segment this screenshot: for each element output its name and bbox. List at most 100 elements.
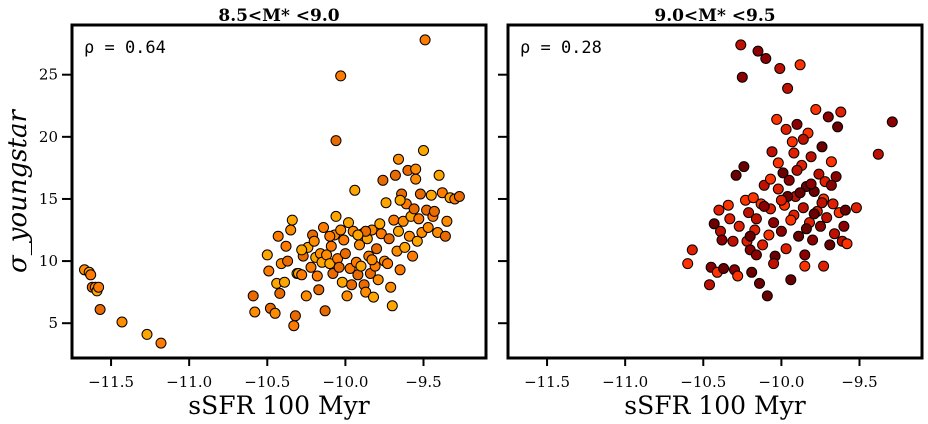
- data-point: [791, 164, 803, 176]
- x-tick-label: −9.5: [405, 373, 441, 391]
- data-point: [808, 208, 820, 220]
- data-point: [296, 244, 308, 256]
- data-point: [155, 337, 167, 349]
- data-point: [713, 204, 725, 216]
- data-point: [777, 167, 789, 179]
- x-tick-label: −10.0: [322, 373, 368, 391]
- data-point: [141, 328, 153, 340]
- data-point: [386, 300, 398, 312]
- panel-title: 8.5<M* <9.0: [218, 6, 339, 26]
- data-point: [285, 224, 297, 236]
- data-point: [783, 174, 795, 186]
- data-point: [872, 148, 884, 160]
- data-point: [743, 207, 755, 219]
- data-point: [397, 215, 409, 227]
- axes-frame: [506, 23, 924, 360]
- data-point: [288, 320, 300, 332]
- data-point: [780, 123, 792, 135]
- data-point: [436, 187, 448, 199]
- x-tick-label: −11.0: [602, 373, 648, 391]
- data-point: [810, 104, 822, 115]
- data-point: [282, 255, 294, 267]
- data-point: [324, 258, 336, 270]
- data-point: [368, 291, 379, 303]
- x-axis-label: sSFR 100 Myr: [188, 391, 369, 420]
- data-point: [727, 235, 739, 247]
- panel-right: −11.5 −11.0 −10.5 −10.0 −9.5 9.0<M* <9.5 ρ = 0…: [498, 6, 924, 420]
- data-point: [785, 274, 797, 286]
- data-point: [433, 169, 445, 181]
- data-point: [746, 266, 758, 278]
- data-point: [793, 230, 805, 242]
- data-point: [393, 153, 404, 165]
- data-point: [116, 316, 128, 328]
- y-tick-label: 10: [39, 252, 58, 270]
- data-point: [339, 248, 351, 260]
- data-point: [822, 111, 834, 123]
- data-point: [335, 224, 347, 236]
- data-point: [758, 200, 770, 212]
- panel-title: 9.0<M* <9.5: [654, 6, 775, 26]
- data-point: [411, 235, 423, 247]
- data-point: [757, 239, 769, 251]
- data-point: [286, 214, 298, 226]
- data-point: [774, 63, 786, 74]
- data-point: [835, 106, 847, 118]
- data-point: [799, 249, 811, 261]
- data-point: [775, 194, 787, 206]
- data-point: [377, 174, 389, 186]
- y-tick-label: 5: [48, 314, 58, 332]
- data-point: [372, 274, 384, 286]
- data-point: [682, 258, 694, 270]
- x-tick-label: −10.5: [680, 373, 726, 391]
- data-point: [269, 307, 281, 319]
- data-point: [380, 197, 392, 209]
- data-point: [247, 290, 259, 302]
- data-point: [805, 178, 817, 190]
- data-point: [428, 205, 440, 217]
- data-point: [752, 45, 764, 57]
- data-point: [366, 254, 378, 266]
- data-point: [382, 258, 394, 270]
- data-point: [419, 34, 431, 46]
- data-point: [765, 173, 776, 185]
- data-point: [333, 261, 345, 273]
- data-point: [371, 243, 383, 255]
- data-point: [825, 179, 837, 191]
- data-point: [375, 228, 387, 240]
- data-point: [385, 281, 397, 293]
- data-point: [886, 116, 898, 128]
- data-point: [785, 214, 797, 226]
- data-point: [768, 217, 780, 229]
- data-point: [760, 53, 772, 64]
- data-point: [94, 304, 106, 315]
- data-point: [786, 136, 798, 148]
- data-point: [407, 250, 419, 262]
- data-point: [841, 238, 853, 250]
- data-point: [686, 244, 698, 256]
- data-point: [360, 286, 372, 298]
- x-tick-label: −11.5: [88, 373, 134, 391]
- data-point: [794, 59, 806, 71]
- data-point: [788, 147, 800, 159]
- data-point: [399, 241, 411, 253]
- data-point: [750, 249, 762, 261]
- data-point: [263, 265, 275, 277]
- data-point: [318, 222, 329, 233]
- x-tick-label: −10.0: [758, 373, 804, 391]
- data-point: [349, 184, 361, 196]
- data-point: [772, 183, 784, 195]
- data-point: [408, 203, 420, 215]
- data-point: [355, 260, 367, 272]
- data-point: [813, 168, 825, 180]
- x-axis-label: sSFR 100 Myr: [624, 391, 805, 420]
- data-point: [389, 169, 401, 181]
- data-point: [782, 82, 794, 94]
- data-point: [319, 305, 331, 317]
- data-point: [330, 210, 342, 222]
- data-point: [324, 230, 336, 242]
- data-point: [439, 230, 451, 242]
- data-point: [771, 113, 783, 125]
- data-point: [827, 198, 839, 210]
